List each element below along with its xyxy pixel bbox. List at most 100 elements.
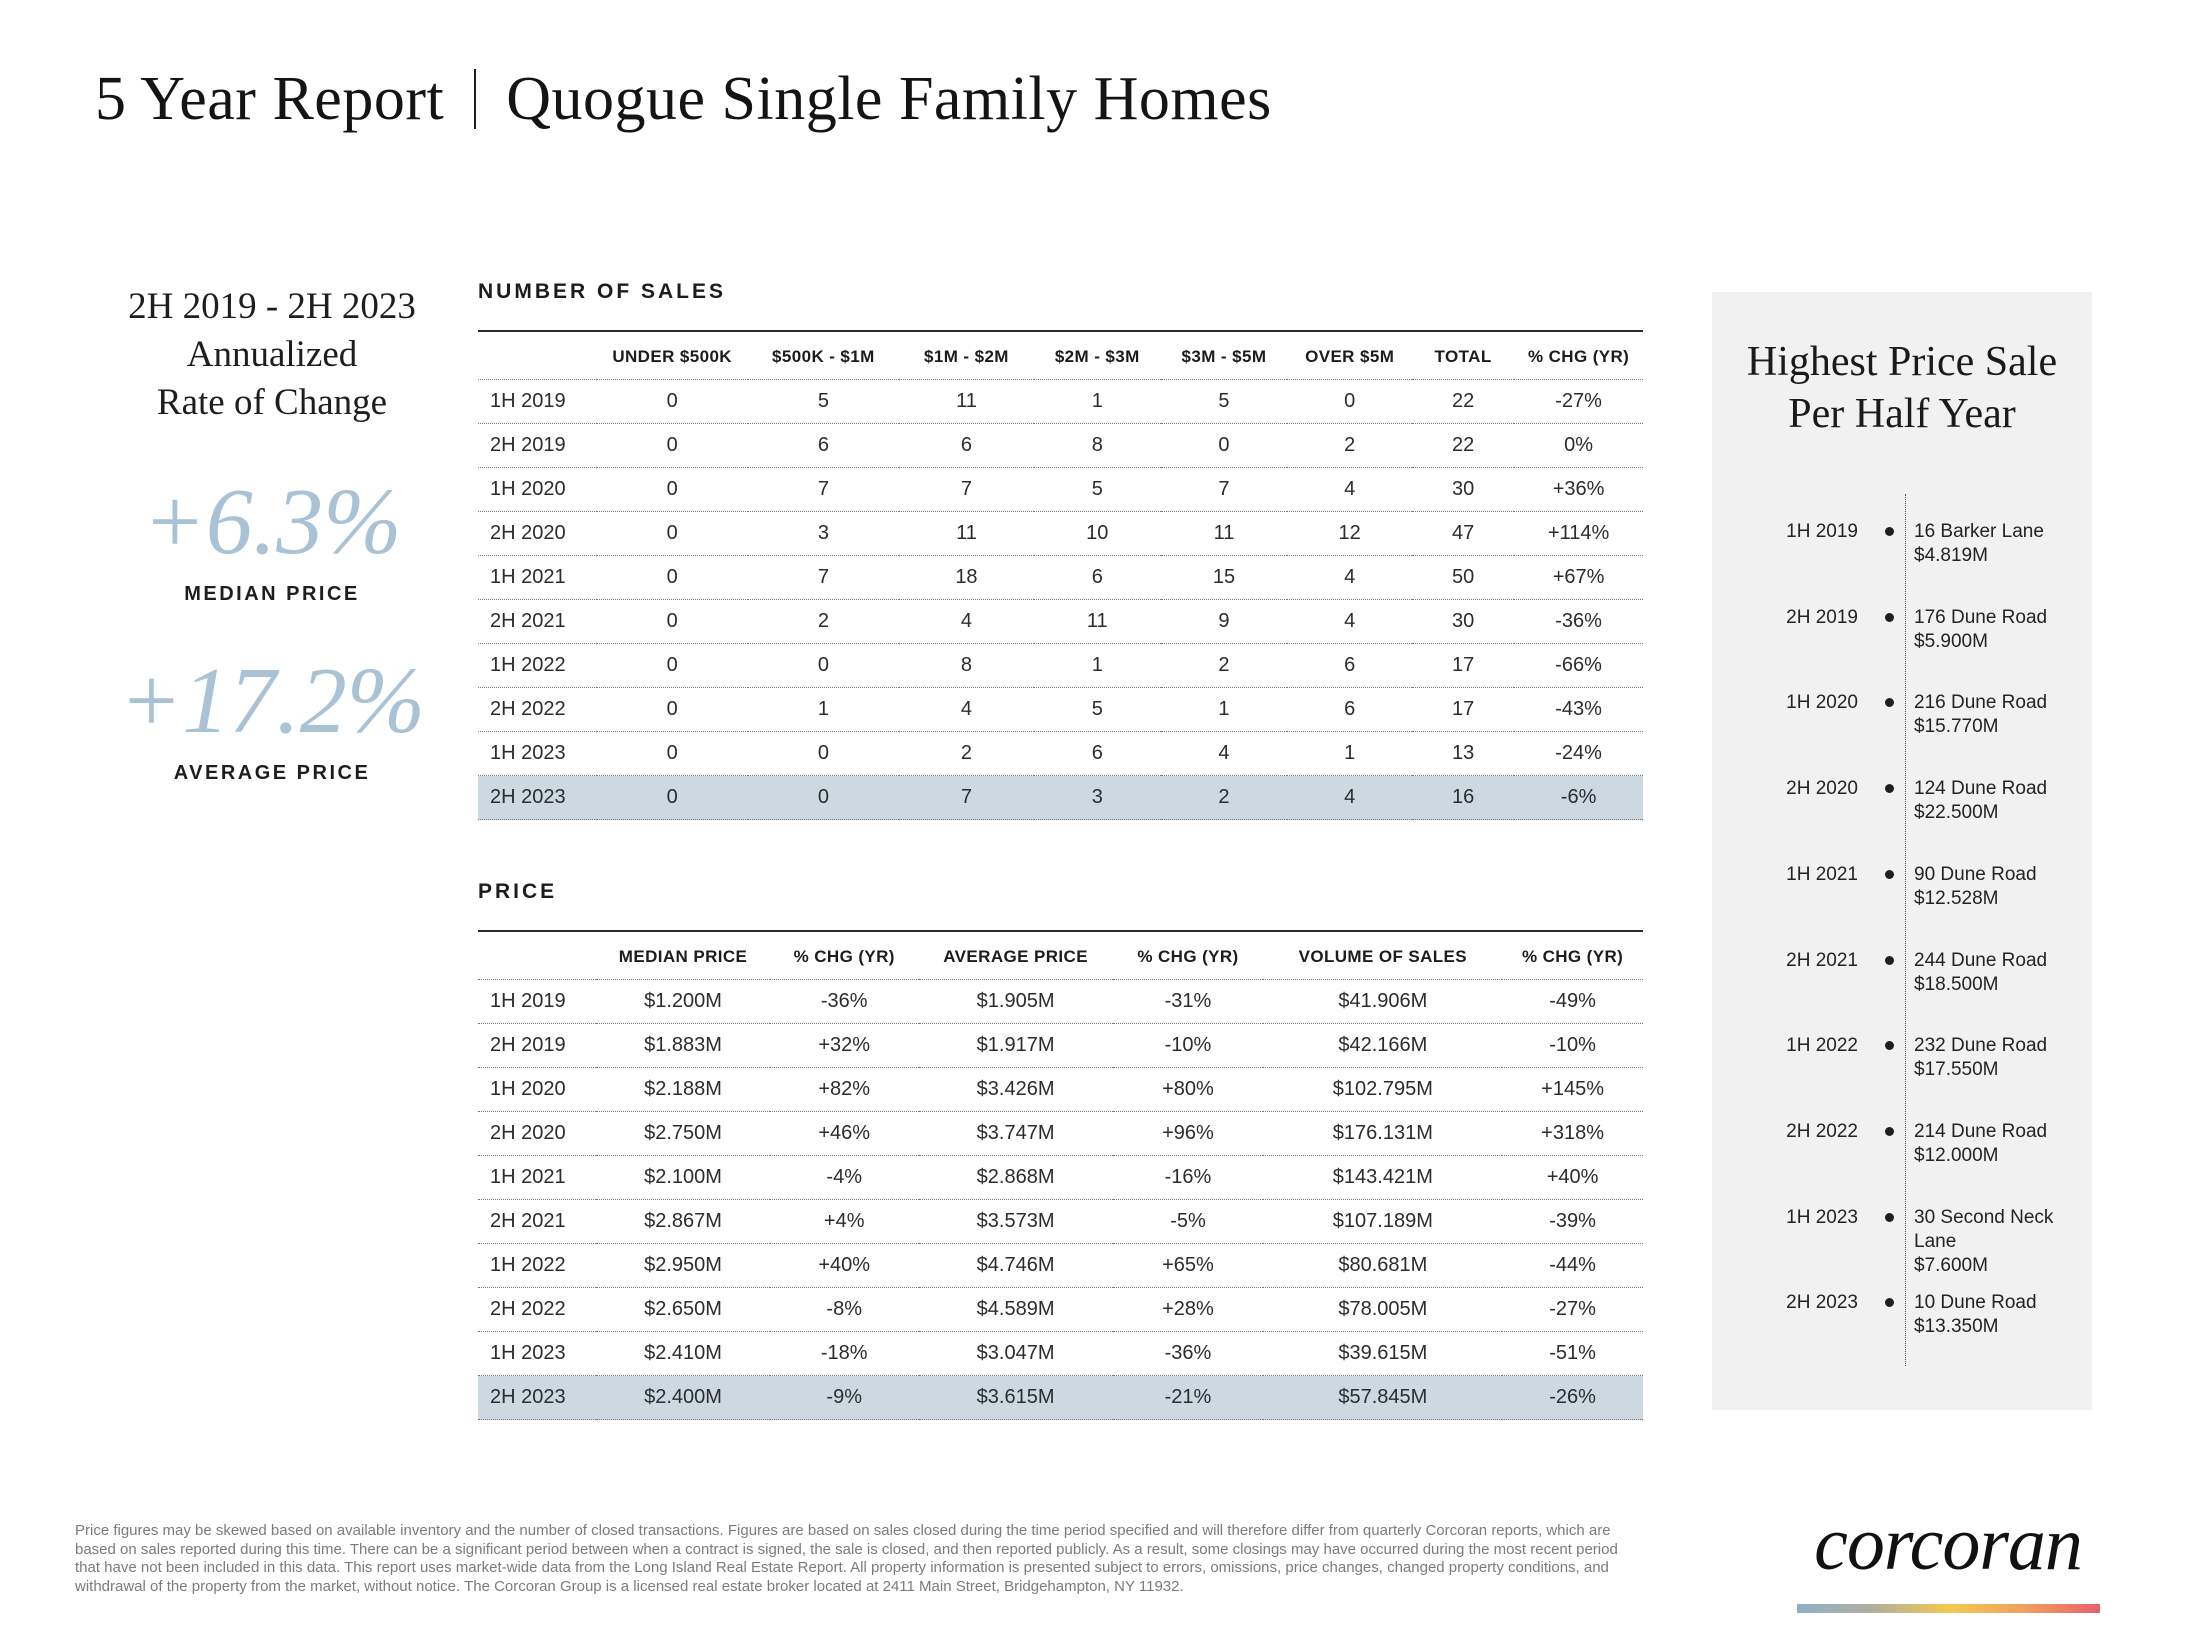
column-header: OVER $5M bbox=[1287, 331, 1412, 380]
timeline-dot-icon bbox=[1884, 1298, 1894, 1308]
timeline-dot-icon bbox=[1884, 955, 1894, 965]
table-cell: $2.868M bbox=[918, 1155, 1113, 1200]
price-section: PRICE MEDIAN PRICE% CHG (YR) AVERAGE PRIC… bbox=[478, 880, 1643, 1420]
table-cell: 1 bbox=[1287, 731, 1412, 776]
table-row: 1H 2020 $2.188M +82% $3.426M +80% $102.795M +1… bbox=[478, 1067, 1643, 1112]
sale-price: $15.770M bbox=[1914, 716, 1999, 738]
timeline-sale-details: 216 Dune Road $15.770M bbox=[1904, 691, 2092, 739]
table-cell: 4 bbox=[1160, 731, 1288, 776]
row-period: 2H 2022 bbox=[478, 1287, 597, 1332]
sale-address: 232 Dune Road bbox=[1914, 1035, 2048, 1057]
table-cell: 22 bbox=[1412, 379, 1515, 424]
timeline-entry: 2H 2020 124 Dune Road $22.500M bbox=[1712, 777, 2092, 825]
sale-price: $12.000M bbox=[1914, 1144, 1999, 1166]
timeline-sale-details: 90 Dune Road $12.528M bbox=[1904, 863, 2092, 911]
table-cell: $39.615M bbox=[1263, 1331, 1503, 1376]
table-row: 2H 2021 $2.867M +4% $3.573M -5% $107.189M -39% bbox=[478, 1199, 1643, 1244]
table-cell: +4% bbox=[769, 1199, 919, 1244]
table-cell: 2 bbox=[1160, 775, 1288, 820]
table-cell: 11 bbox=[899, 511, 1034, 556]
table-cell: -16% bbox=[1112, 1155, 1264, 1200]
table-cell: -9% bbox=[769, 1375, 919, 1420]
timeline-dot-icon bbox=[1884, 784, 1894, 794]
corcoran-logo: corcoran bbox=[1793, 1506, 2103, 1613]
table-cell: -5% bbox=[1112, 1199, 1264, 1244]
row-period: 2H 2020 bbox=[478, 1111, 597, 1156]
timeline-sale-details: 214 Dune Road $12.000M bbox=[1904, 1120, 2092, 1168]
table-cell: 50 bbox=[1412, 555, 1515, 600]
table-cell: +114% bbox=[1514, 511, 1643, 556]
footer-disclaimer: Price figures may be skewed based on ava… bbox=[75, 1522, 1618, 1595]
table-cell: 7 bbox=[899, 775, 1034, 820]
column-header: $500K - $1M bbox=[747, 331, 899, 380]
corcoran-logo-text: corcoran bbox=[1814, 1502, 2083, 1586]
column-header: AVERAGE PRICE bbox=[918, 931, 1113, 980]
table-cell: 6 bbox=[899, 423, 1034, 468]
table-row: 1H 2021 $2.100M -4% $2.868M -16% $143.421M +40… bbox=[478, 1155, 1643, 1200]
row-period: 2H 2022 bbox=[478, 687, 597, 732]
table-cell: 0 bbox=[747, 775, 899, 820]
table-cell: 4 bbox=[1287, 555, 1412, 600]
sale-price: $22.500M bbox=[1914, 802, 1999, 824]
table-row: 2H 2019 0 6 6 8 0 2 22 0% bbox=[478, 423, 1643, 468]
timeline-dot-column bbox=[1874, 1291, 1904, 1308]
number-of-sales-section: NUMBER OF SALES UNDER $500K $500K - $1M $1… bbox=[478, 280, 1643, 820]
timeline-dot-icon bbox=[1884, 1212, 1894, 1222]
median-price-change-label: MEDIAN PRICE bbox=[184, 583, 360, 605]
table-cell: -43% bbox=[1514, 687, 1643, 732]
table-cell: $4.589M bbox=[918, 1287, 1113, 1332]
table-cell: 1 bbox=[1160, 687, 1288, 732]
table-row: 2H 2022 0 1 4 5 1 6 17 -43% bbox=[478, 687, 1643, 732]
table-cell: 11 bbox=[899, 379, 1034, 424]
table-cell: -49% bbox=[1502, 979, 1643, 1024]
sale-address: 124 Dune Road bbox=[1914, 778, 2048, 800]
table-cell: +46% bbox=[769, 1111, 919, 1156]
row-period: 2H 2023 bbox=[478, 1375, 597, 1420]
table-row: 1H 2020 0 7 7 5 7 4 30 +36% bbox=[478, 467, 1643, 512]
column-header: $3M - $5M bbox=[1160, 331, 1288, 380]
table-cell: 30 bbox=[1412, 599, 1515, 644]
table-cell: $2.400M bbox=[596, 1375, 770, 1420]
timeline-dot-icon bbox=[1884, 527, 1894, 536]
tables-area: NUMBER OF SALES UNDER $500K $500K - $1M $1… bbox=[478, 280, 1643, 1420]
table-cell: $57.845M bbox=[1263, 1375, 1503, 1420]
table-cell: $3.747M bbox=[918, 1111, 1113, 1156]
table-cell: $3.573M bbox=[918, 1199, 1113, 1244]
price-table: MEDIAN PRICE% CHG (YR) AVERAGE PRICE% CHG… bbox=[478, 930, 1643, 1420]
sale-price: $7.600M bbox=[1914, 1254, 1988, 1276]
sale-price: $17.550M bbox=[1914, 1059, 1999, 1081]
table-row: 1H 2019 $1.200M -36% $1.905M -31% $41.906M -49… bbox=[478, 979, 1643, 1024]
table-cell: 0 bbox=[596, 555, 748, 600]
row-period: 2H 2021 bbox=[478, 599, 597, 644]
stats-heading-line3: Rate of Change bbox=[156, 382, 388, 423]
table-cell: 2 bbox=[747, 599, 899, 644]
timeline-period: 1H 2023 bbox=[1786, 1206, 1858, 1228]
row-period: 1H 2020 bbox=[478, 1067, 597, 1112]
row-period: 1H 2019 bbox=[478, 379, 597, 424]
table-cell: 10 bbox=[1033, 511, 1161, 556]
table-cell: 2 bbox=[1160, 643, 1288, 688]
table-cell: 7 bbox=[747, 555, 899, 600]
table-cell: -27% bbox=[1502, 1287, 1643, 1332]
table-cell: $1.905M bbox=[918, 979, 1113, 1024]
table-cell: $2.750M bbox=[596, 1111, 770, 1156]
title-report-name: 5 Year Report bbox=[95, 65, 445, 133]
table-cell: 0 bbox=[596, 731, 748, 776]
table-cell: 0 bbox=[596, 643, 748, 688]
timeline-period: 1H 2022 bbox=[1786, 1035, 1858, 1057]
table-cell: +80% bbox=[1112, 1067, 1264, 1112]
column-header: MEDIAN PRICE bbox=[596, 931, 770, 980]
column-header: $2M - $3M bbox=[1033, 331, 1161, 380]
timeline-dot-icon bbox=[1884, 869, 1894, 879]
timeline-dot-column bbox=[1874, 1034, 1904, 1051]
sale-address: 30 Second Neck Lane bbox=[1914, 1206, 2054, 1252]
column-header: VOLUME OF SALES bbox=[1263, 931, 1503, 980]
table-cell: $2.100M bbox=[596, 1155, 770, 1200]
row-period: 1H 2022 bbox=[478, 1243, 597, 1288]
sale-price: $4.819M bbox=[1914, 545, 1988, 566]
timeline-period: 1H 2020 bbox=[1786, 692, 1858, 714]
title-market-name: Quogue Single Family Homes bbox=[506, 65, 1272, 133]
period-column-header bbox=[478, 931, 597, 980]
column-header: % CHG (YR) bbox=[1502, 931, 1643, 980]
table-cell: $102.795M bbox=[1263, 1067, 1503, 1112]
